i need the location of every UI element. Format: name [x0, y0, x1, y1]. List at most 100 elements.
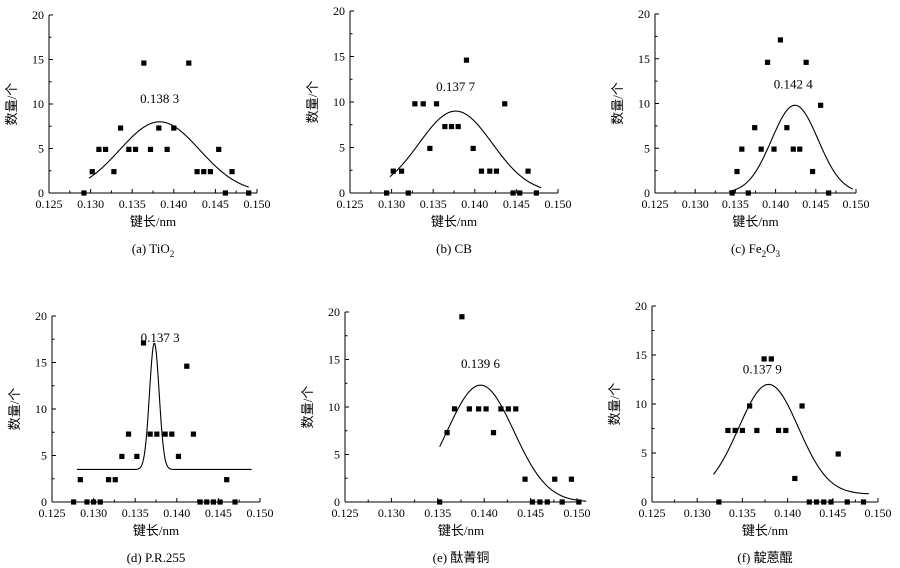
- x-axis-title: 键长/nm: [732, 214, 778, 229]
- data-point: [754, 427, 760, 434]
- data-point: [510, 190, 516, 196]
- y-tick-label: 15: [635, 348, 647, 362]
- x-tick-label: 0.125: [36, 197, 63, 211]
- x-tick-label: 0.140: [774, 506, 801, 520]
- data-point: [797, 146, 803, 152]
- panel-caption: (c) Fe2O3: [731, 241, 781, 259]
- data-point: [790, 146, 796, 152]
- y-tick-label: 20: [328, 305, 340, 319]
- data-point: [134, 453, 140, 460]
- y-tick-label: 15: [638, 52, 650, 66]
- data-point: [207, 169, 214, 175]
- data-point: [111, 169, 117, 175]
- y-axis-title: 数量/个: [607, 383, 622, 426]
- data-point: [171, 125, 177, 131]
- x-tick-label: 0.125: [642, 197, 669, 211]
- data-point: [117, 125, 124, 131]
- data-point: [97, 499, 103, 505]
- data-point: [197, 499, 203, 505]
- data-point: [783, 427, 789, 434]
- x-axis-title: 键长/nm: [742, 523, 788, 538]
- chart-panel-5: 0.125 0.130 0.135 0.140 0.145 0.150 0 5 10 15 20 键长…: [300, 305, 591, 565]
- x-tick-label: 0.150: [564, 506, 591, 520]
- data-point: [390, 168, 396, 174]
- chart-panel-3: 0.125 0.130 0.135 0.140 0.145 0.150 0 5 10 15 20 键长…: [610, 7, 870, 259]
- data-point: [821, 499, 827, 505]
- data-point: [184, 363, 190, 369]
- data-point: [739, 146, 745, 152]
- data-point: [775, 427, 782, 434]
- fit-curve: [389, 110, 542, 189]
- x-tick-label: 0.140: [163, 506, 190, 520]
- data-point: [398, 168, 405, 174]
- data-point: [844, 499, 850, 505]
- data-point: [154, 431, 160, 437]
- y-tick-label: 0: [641, 495, 647, 509]
- data-point: [752, 125, 758, 131]
- y-tick-label: 10: [35, 402, 47, 416]
- y-tick-label: 0: [38, 186, 44, 200]
- data-point: [89, 169, 95, 175]
- data-point: [427, 145, 433, 152]
- x-tick-label: 0.125: [39, 506, 66, 520]
- data-point: [384, 190, 390, 196]
- x-tick-label: 0.140: [160, 197, 187, 211]
- data-point: [194, 169, 200, 175]
- data-point: [818, 102, 824, 108]
- y-tick-label: 0: [339, 186, 345, 200]
- x-tick-label: 0.145: [202, 197, 229, 211]
- y-tick-label: 5: [644, 141, 650, 155]
- data-point: [725, 427, 731, 434]
- caption-text: (e) 酞菁铜: [433, 550, 490, 565]
- data-point: [505, 406, 511, 412]
- peak-label: 0.137 7: [436, 79, 476, 94]
- x-tick-label: 0.145: [802, 197, 829, 211]
- x-tick-label: 0.150: [843, 197, 870, 211]
- data-point: [132, 146, 139, 152]
- data-point: [77, 477, 83, 483]
- y-tick-label: 0: [334, 495, 340, 509]
- data-point: [71, 499, 77, 505]
- y-tick-label: 10: [32, 97, 44, 111]
- data-point: [835, 451, 841, 457]
- panel-caption: (d) P.R.255: [127, 550, 186, 565]
- data-point: [758, 146, 764, 152]
- data-point: [224, 477, 230, 483]
- data-point: [761, 356, 767, 362]
- data-point: [552, 476, 558, 482]
- fit-curve: [439, 384, 587, 502]
- data-point: [734, 168, 740, 175]
- fit-curve: [88, 121, 249, 188]
- caption-text: (d) P.R.255: [127, 550, 186, 565]
- data-point: [455, 123, 461, 130]
- peak-label: 0.137 3: [141, 330, 180, 345]
- y-axis-title: 数量/个: [7, 388, 22, 431]
- chart-panel-6: 0.125 0.130 0.135 0.140 0.145 0.150 0 5 10 15 20 键长…: [607, 299, 892, 565]
- data-point: [502, 101, 508, 107]
- y-tick-label: 15: [328, 353, 340, 367]
- caption-subscript: 2: [762, 249, 767, 259]
- y-tick-label: 10: [635, 397, 647, 411]
- x-tick-label: 0.150: [545, 197, 572, 211]
- data-point: [799, 403, 805, 409]
- data-point: [745, 190, 751, 196]
- data-point: [412, 101, 418, 107]
- y-tick-label: 5: [641, 446, 647, 460]
- data-point: [771, 146, 777, 152]
- data-point: [229, 169, 235, 175]
- x-axis-title: 键长/nm: [438, 523, 484, 538]
- y-tick-label: 5: [41, 449, 47, 463]
- data-point: [232, 499, 238, 505]
- data-point: [826, 190, 832, 196]
- x-tick-label: 0.135: [119, 197, 146, 211]
- y-tick-label: 15: [333, 50, 345, 64]
- data-point: [405, 190, 411, 196]
- panel-caption: (f) 靛蒽醌: [737, 550, 792, 565]
- x-tick-label: 0.135: [122, 506, 149, 520]
- data-point: [105, 477, 112, 483]
- data-point: [459, 314, 465, 320]
- data-point: [156, 125, 162, 131]
- data-point: [164, 146, 170, 152]
- data-point: [125, 431, 132, 437]
